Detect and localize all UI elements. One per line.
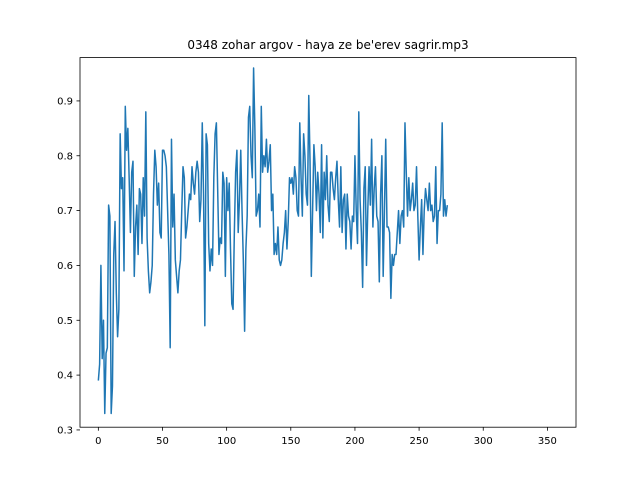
series-layer bbox=[97, 67, 449, 415]
x-tick-label: 350 bbox=[538, 436, 557, 447]
y-tick-label: 0.7 bbox=[57, 206, 73, 217]
series-line-0 bbox=[97, 67, 449, 415]
y-tick-label: 0.4 bbox=[57, 371, 73, 382]
x-tick-label: 200 bbox=[345, 436, 364, 447]
y-tick-label: 0.9 bbox=[57, 96, 73, 107]
plot-area bbox=[80, 57, 576, 428]
chart-title: 0348 zohar argov - haya ze be'erev sagri… bbox=[187, 38, 468, 52]
x-tick-label: 0 bbox=[95, 436, 101, 447]
y-tick-label: 0.3 bbox=[57, 425, 73, 436]
axes-frame bbox=[79, 57, 577, 428]
axes-layer: 0 50 100 150 200 250 300 350 0.3 0.4 0.5 0.6 0.7 0.8 0… bbox=[57, 57, 577, 447]
y-tick-label: 0.8 bbox=[57, 151, 73, 162]
y-tick-label: 0.5 bbox=[57, 316, 73, 327]
y-tick-label: 0.6 bbox=[57, 261, 73, 272]
x-tick-label: 300 bbox=[474, 436, 493, 447]
x-tick-label: 50 bbox=[156, 436, 169, 447]
x-tick-label: 150 bbox=[281, 436, 300, 447]
x-tick-label: 250 bbox=[410, 436, 429, 447]
x-tick-label: 100 bbox=[217, 436, 236, 447]
